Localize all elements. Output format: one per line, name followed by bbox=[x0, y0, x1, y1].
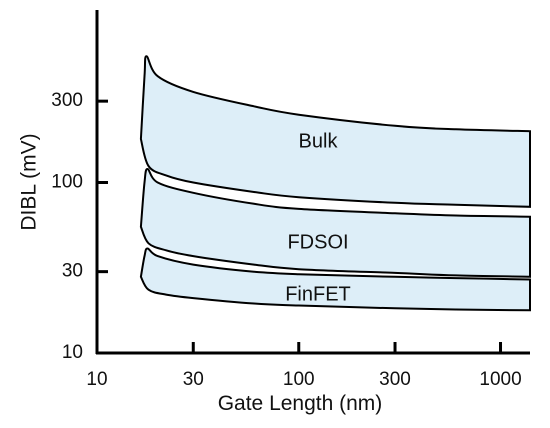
x-axis-label: Gate Length (nm) bbox=[218, 392, 383, 415]
y-tick-label: 10 bbox=[62, 342, 83, 363]
y-tick-label: 300 bbox=[51, 90, 83, 111]
x-tick-label: 30 bbox=[183, 369, 204, 390]
band-finfet bbox=[139, 247, 531, 312]
x-tick-label: 10 bbox=[86, 369, 107, 390]
band-label-bulk: Bulk bbox=[299, 130, 339, 152]
band-bulk bbox=[139, 55, 531, 208]
band-label-finfet: FinFET bbox=[285, 283, 351, 305]
band-fdsoi bbox=[139, 167, 531, 278]
x-tick-label: 300 bbox=[379, 369, 411, 390]
band-label-fdsoi: FDSOI bbox=[287, 231, 348, 253]
y-axis-label: DIBL (mV) bbox=[18, 133, 41, 230]
x-tick-label: 100 bbox=[283, 369, 315, 390]
labels-layer: Bulk FDSOI FinFET bbox=[285, 130, 351, 305]
y-tick-label: 30 bbox=[62, 261, 83, 282]
y-tick-label: 100 bbox=[51, 172, 83, 193]
bands-layer bbox=[139, 55, 531, 312]
x-tick-label: 1000 bbox=[479, 369, 521, 390]
